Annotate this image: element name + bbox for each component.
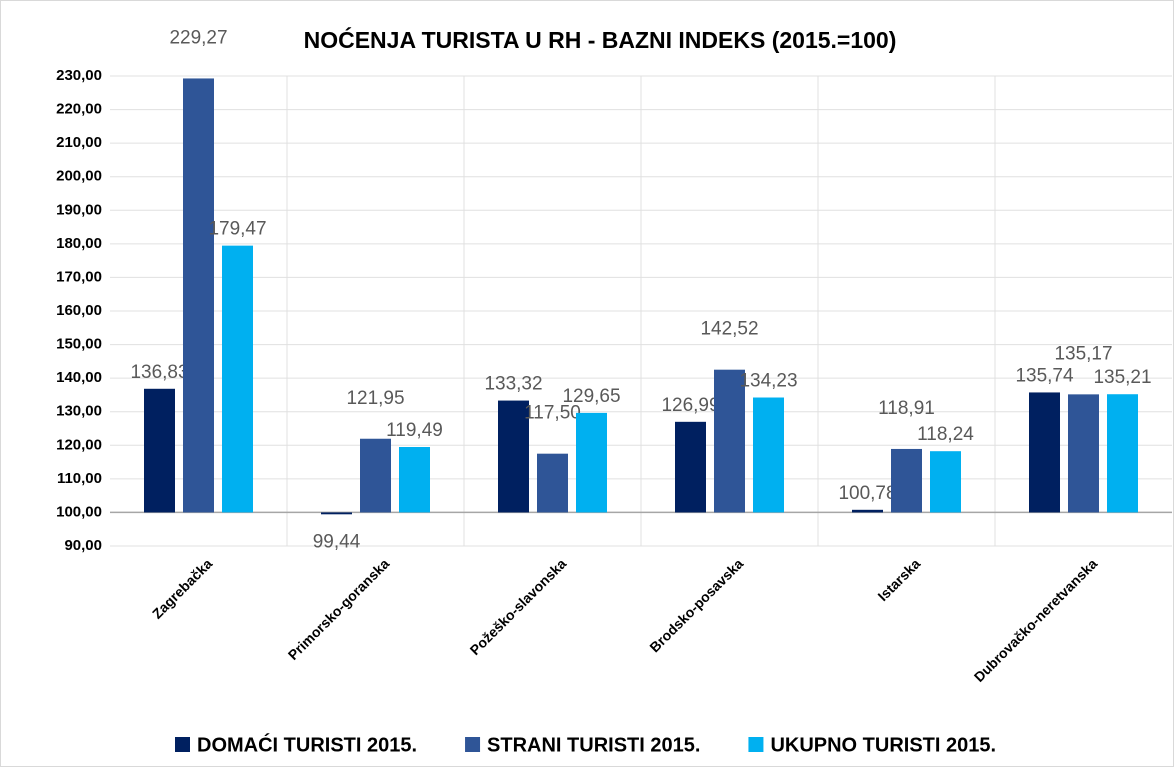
data-label: 100,78	[838, 483, 896, 504]
bar	[1107, 394, 1138, 513]
bar	[753, 397, 784, 513]
legend-swatch	[465, 737, 481, 752]
bar	[222, 245, 253, 513]
data-label: 126,99	[661, 395, 719, 416]
y-tick-label: 140,00	[56, 369, 102, 386]
legend-swatch	[175, 737, 190, 752]
bar	[144, 388, 175, 513]
y-tick-label: 110,00	[57, 470, 102, 487]
data-label: 135,21	[1093, 367, 1151, 388]
y-tick-label: 180,00	[56, 235, 102, 252]
y-tick-label: 150,00	[56, 336, 102, 353]
y-tick-label: 210,00	[56, 134, 102, 151]
data-label: 142,52	[700, 319, 758, 340]
data-label: 136,83	[130, 362, 188, 383]
data-label: 135,74	[1015, 365, 1074, 386]
chart-title: NOĆENJA TURISTA U RH - BAZNI INDEKS (201…	[304, 26, 897, 53]
data-label: 135,17	[1054, 343, 1112, 364]
data-label: 134,23	[739, 371, 797, 392]
y-tick-label: 220,00	[56, 101, 102, 118]
bar	[360, 438, 391, 513]
y-tick-label: 130,00	[56, 403, 102, 420]
y-tick-label: 100,00	[56, 503, 102, 520]
legend-label: STRANI TURISTI 2015.	[487, 734, 700, 756]
data-label: 179,47	[208, 219, 266, 240]
data-label: 121,95	[346, 388, 404, 409]
bar	[930, 451, 961, 513]
y-tick-label: 190,00	[56, 201, 102, 218]
bar	[1029, 392, 1060, 513]
data-label: 119,49	[386, 420, 443, 441]
data-label: 118,24	[917, 424, 974, 445]
data-label: 99,44	[313, 531, 361, 552]
bar	[891, 448, 922, 513]
bar	[714, 369, 745, 513]
bar	[852, 509, 883, 513]
legend-swatch	[748, 737, 764, 752]
y-tick-label: 170,00	[56, 268, 102, 285]
legend-label: UKUPNO TURISTI 2015.	[770, 734, 996, 756]
legend-label: DOMAĆI TURISTI 2015.	[197, 732, 417, 756]
bar	[675, 421, 706, 513]
bar	[399, 446, 430, 513]
bar	[321, 512, 352, 515]
data-label: 133,32	[484, 374, 542, 395]
data-label: 117,50	[524, 403, 581, 424]
bar	[498, 400, 529, 513]
data-label: 129,65	[562, 386, 620, 407]
y-tick-label: 120,00	[56, 436, 102, 453]
y-tick-label: 230,00	[56, 67, 102, 84]
y-tick-label: 90,00	[64, 537, 102, 554]
y-tick-label: 200,00	[56, 168, 102, 185]
bar	[183, 78, 214, 513]
data-label: 118,91	[878, 398, 935, 419]
bar	[1068, 394, 1099, 513]
bar	[537, 453, 568, 513]
data-label: 229,27	[169, 27, 227, 48]
bar	[576, 412, 607, 513]
y-tick-label: 160,00	[56, 302, 102, 319]
